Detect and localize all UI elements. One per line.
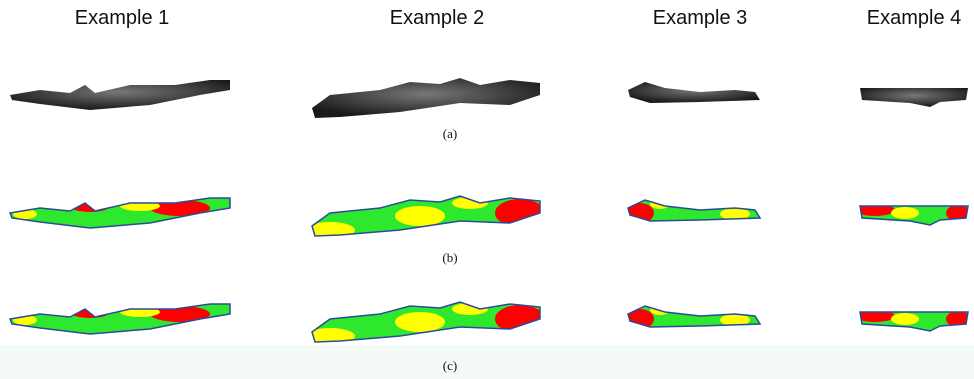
column-title: Example 4 <box>867 7 962 29</box>
figure: Example 1 Example 2 Example 3 Example 4 … <box>0 0 974 379</box>
segmentation-row-b <box>10 196 970 238</box>
row-label: (b) <box>442 250 457 265</box>
bottom-band <box>0 345 974 379</box>
column-title: Example 3 <box>653 7 748 29</box>
segmentation-row-c <box>10 302 970 344</box>
row-label: (c) <box>443 358 457 373</box>
column-title: Example 1 <box>75 7 170 29</box>
row-label: (a) <box>443 126 457 141</box>
page: Example 1 Example 2 Example 3 Example 4 … <box>0 0 974 379</box>
column-title: Example 2 <box>390 7 485 29</box>
grayscale-row <box>10 78 968 118</box>
